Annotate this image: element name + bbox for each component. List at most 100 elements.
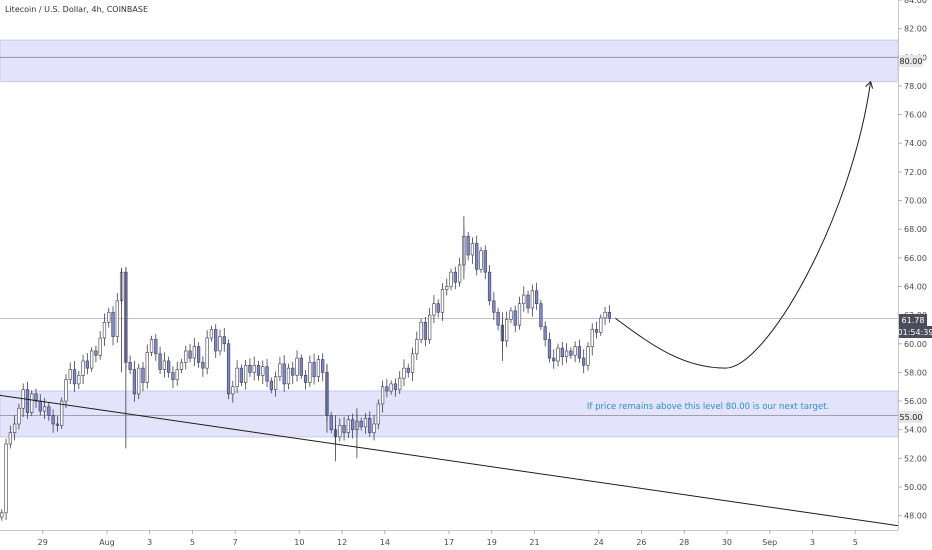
candle <box>226 339 231 400</box>
candle <box>128 355 132 375</box>
candle <box>8 425 12 449</box>
candle <box>483 245 487 280</box>
time-tick-label: Aug <box>99 538 115 547</box>
candle <box>560 341 564 366</box>
candle <box>107 307 111 328</box>
descending-trendline[interactable] <box>0 394 899 527</box>
price-axis[interactable]: 48.0050.0052.0054.0056.0058.0060.0062.00… <box>898 0 927 530</box>
price-tick-label: 76.00 <box>904 111 927 120</box>
candle <box>590 323 594 356</box>
price-tick-label: 50.00 <box>904 483 927 492</box>
upper-level-badge: 80.00 <box>899 55 923 67</box>
candle <box>517 296 522 330</box>
candle <box>115 292 119 343</box>
candle <box>385 378 389 398</box>
candle <box>47 402 51 421</box>
price-tick-label: 70.00 <box>904 197 927 206</box>
candle <box>389 380 393 395</box>
time-axis[interactable]: 29 Aug 3 5 7 10 12 14 17 19 21 24 26 28 30 Sep 3 5 <box>0 530 898 547</box>
candle <box>231 380 235 403</box>
candle <box>509 307 513 324</box>
candle <box>158 346 162 375</box>
candle <box>539 300 543 331</box>
candle <box>303 369 308 390</box>
candle <box>179 358 184 374</box>
candle <box>256 360 261 381</box>
candle <box>30 390 34 417</box>
time-tick-label: 12 <box>337 538 347 547</box>
candle <box>102 313 107 346</box>
zones-layer <box>0 39 899 438</box>
time-tick-label: 26 <box>636 538 646 547</box>
candle <box>470 237 475 264</box>
price-tick-label: 84.00 <box>904 0 927 5</box>
candle <box>363 412 368 434</box>
price-tick-label: 78.00 <box>904 82 927 91</box>
price-tick-label: 56.00 <box>904 397 927 406</box>
candle <box>346 415 350 438</box>
candle <box>196 342 201 368</box>
candle <box>244 359 248 390</box>
candle <box>77 370 81 390</box>
candle <box>261 360 265 385</box>
candle <box>522 286 526 312</box>
candle <box>68 362 72 385</box>
candle <box>312 353 316 385</box>
candle <box>205 330 209 375</box>
candle <box>149 335 154 356</box>
price-tick-label: 54.00 <box>904 426 927 435</box>
candle <box>12 415 17 441</box>
candle <box>603 306 607 326</box>
price-axis-ticks: 48.0050.0052.0054.0056.0058.0060.0062.00… <box>898 0 927 521</box>
candle <box>25 381 30 419</box>
candle <box>449 268 453 291</box>
candle <box>432 294 436 324</box>
price-tick-label: 64.00 <box>904 282 927 291</box>
lower-level-badge: 55.00 <box>899 411 923 423</box>
candle <box>351 413 355 439</box>
projection-arrow-icon <box>865 80 874 89</box>
candle <box>530 284 534 317</box>
candle <box>423 316 427 347</box>
price-tick-label: 58.00 <box>904 368 927 377</box>
candle <box>453 266 457 290</box>
candle <box>167 356 171 378</box>
price-tick-label: 60.00 <box>904 340 927 349</box>
candle <box>248 358 252 377</box>
candle <box>607 305 611 323</box>
time-tick-label: 5 <box>853 538 858 547</box>
candle <box>141 361 145 392</box>
countdown-badge-label: 01:54:39 <box>898 328 932 337</box>
candle <box>569 347 573 359</box>
candle <box>218 329 222 356</box>
candle <box>171 366 175 389</box>
time-tick-label: Sep <box>762 538 777 547</box>
projection-curve[interactable] <box>615 81 872 369</box>
candle <box>513 305 517 333</box>
candle <box>445 278 449 296</box>
candle <box>359 417 363 431</box>
candle <box>329 411 333 434</box>
candle <box>398 371 402 395</box>
candle <box>81 354 85 385</box>
candle <box>188 343 192 363</box>
candle <box>380 380 385 413</box>
candle <box>372 415 376 441</box>
candle <box>145 344 149 389</box>
candle <box>299 354 303 379</box>
time-tick-label: 3 <box>147 538 152 547</box>
candle <box>60 397 64 430</box>
price-tick-label: 48.00 <box>904 512 927 521</box>
time-tick-label: 14 <box>380 538 390 547</box>
price-tick-label: 66.00 <box>904 254 927 263</box>
time-tick-label: 28 <box>679 538 689 547</box>
candle <box>573 341 577 363</box>
candle <box>184 345 188 370</box>
candle <box>4 438 8 520</box>
candle <box>440 283 445 322</box>
candle <box>308 355 312 387</box>
time-tick-label: 19 <box>487 538 497 547</box>
candle <box>526 290 530 314</box>
candle <box>599 314 603 336</box>
